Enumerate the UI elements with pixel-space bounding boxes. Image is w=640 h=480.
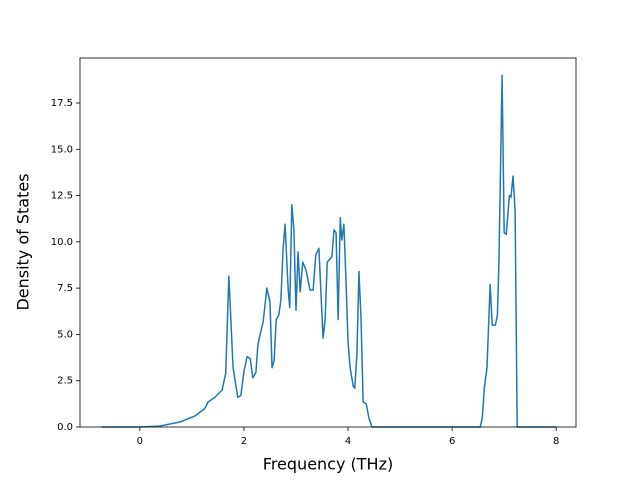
line-series [101,74,557,428]
y-tick-label: 2.5 [57,376,73,387]
y-tick-label: 10.0 [51,237,73,248]
x-tick-label: 2 [241,436,247,447]
y-tick-label: 17.5 [51,98,73,109]
x-tick-label: 4 [345,436,351,447]
x-tick-label: 6 [449,436,455,447]
plot-frame [79,57,577,428]
x-axis-label: Frequency (THz) [263,455,393,474]
y-tick-label: 0.0 [57,422,73,433]
x-tick-label: 0 [137,436,143,447]
y-tick-label: 5.0 [57,329,73,340]
y-tick-label: 7.5 [57,283,73,294]
x-tick-label: 8 [553,436,559,447]
y-tick-label: 15.0 [51,144,73,155]
y-axis-label: Density of States [14,173,33,310]
y-tick-label: 12.5 [51,191,73,202]
